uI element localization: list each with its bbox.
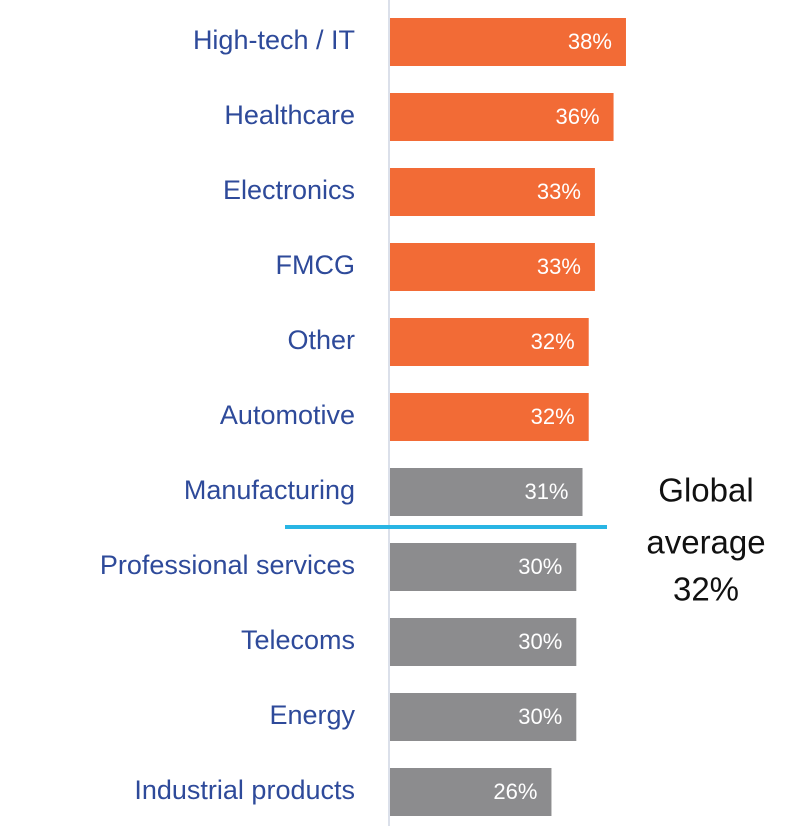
bar: [390, 543, 577, 591]
bar: [390, 168, 595, 216]
category-label: Telecoms: [241, 625, 355, 655]
category-label: Automotive: [220, 400, 355, 430]
annotation: average: [646, 524, 765, 561]
bar: [390, 318, 589, 366]
bar: [390, 93, 614, 141]
value-label: 30%: [518, 704, 562, 729]
value-label: 36%: [556, 104, 600, 129]
category-label: Industrial products: [134, 775, 355, 805]
bar: [390, 243, 595, 291]
value-label: 31%: [524, 479, 568, 504]
bar: [390, 768, 552, 816]
bar: [390, 618, 577, 666]
category-label: Healthcare: [224, 100, 355, 130]
bar: [390, 18, 626, 66]
bar: [390, 693, 577, 741]
value-label: 32%: [531, 329, 575, 354]
bar: [390, 393, 589, 441]
value-label: 26%: [493, 779, 537, 804]
value-label: 30%: [518, 629, 562, 654]
value-label: 33%: [537, 179, 581, 204]
category-label: Electronics: [223, 175, 355, 205]
bar: [390, 468, 583, 516]
value-label: 38%: [568, 29, 612, 54]
category-label: FMCG: [276, 250, 355, 280]
annotation: 32%: [673, 571, 739, 608]
category-label: Manufacturing: [184, 475, 355, 505]
category-label: Energy: [269, 700, 355, 730]
category-label: Professional services: [100, 550, 355, 580]
category-label: High-tech / IT: [193, 25, 355, 55]
value-label: 30%: [518, 554, 562, 579]
value-label: 32%: [531, 404, 575, 429]
annotation: Global: [658, 472, 753, 509]
category-label: Other: [287, 325, 355, 355]
value-label: 33%: [537, 254, 581, 279]
